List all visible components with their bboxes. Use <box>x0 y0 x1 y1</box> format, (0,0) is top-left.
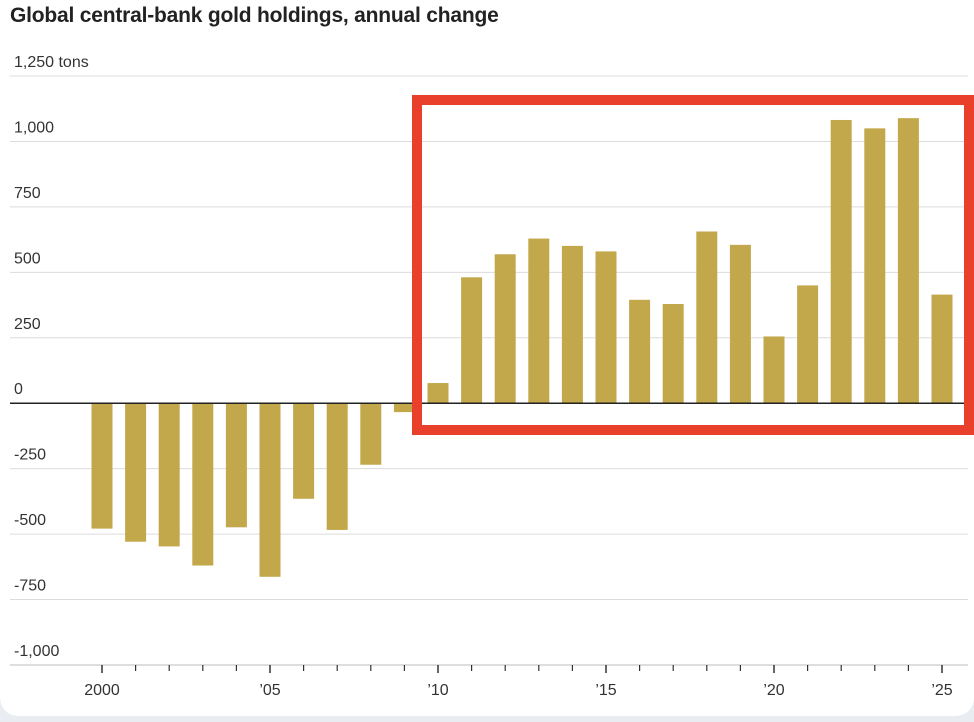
bars <box>91 118 953 577</box>
bar-2020 <box>763 336 785 404</box>
y-tick-label: -1,000 <box>14 643 59 660</box>
bar-2018 <box>696 231 718 404</box>
bar-2019 <box>729 244 751 404</box>
y-tick-label: -750 <box>14 578 46 595</box>
bar-2009 <box>393 403 415 413</box>
gridlines <box>10 75 968 666</box>
y-tick-label: 1,250 tons <box>14 54 89 71</box>
bar-2023 <box>864 128 886 404</box>
y-tick-label: 250 <box>14 316 41 333</box>
x-axis-labels: 2000 ’05 ’10 ’15 ’20 ’25 <box>84 682 953 699</box>
y-tick-label: -250 <box>14 447 46 464</box>
y-axis-labels: 1,250 tons 1,000 750 500 250 0 -250 -500 -750 -1,… <box>14 54 89 660</box>
y-tick-label: 0 <box>14 381 23 398</box>
highlight-box <box>412 95 974 435</box>
x-tick-label: ’05 <box>259 682 280 699</box>
y-tick-label: -500 <box>14 512 46 529</box>
y-tick-label: 500 <box>14 250 41 267</box>
bar-2022 <box>830 119 852 404</box>
overlay <box>412 95 974 435</box>
y-tick-label: 1,000 <box>14 119 54 136</box>
bar-2007 <box>326 403 348 530</box>
bar-2010 <box>427 383 449 404</box>
bar-2011 <box>461 277 483 404</box>
bar-2003 <box>192 403 214 566</box>
bar-2014 <box>561 245 583 404</box>
bar-2008 <box>360 403 382 465</box>
x-tick-label: ’10 <box>427 682 448 699</box>
axes <box>10 402 968 673</box>
bar-2002 <box>158 403 180 547</box>
bar-2025 <box>931 294 953 404</box>
chart-title: Global central-bank gold holdings, annua… <box>10 4 499 27</box>
bar-2012 <box>494 254 516 404</box>
x-tick-label: ’20 <box>763 682 784 699</box>
bar-2021 <box>797 285 819 404</box>
x-tick-label: ’25 <box>931 682 952 699</box>
bar-2001 <box>125 403 147 542</box>
bar-2024 <box>897 118 919 404</box>
y-tick-label: 750 <box>14 185 41 202</box>
bar-2006 <box>293 403 315 499</box>
x-tick-label: ’15 <box>595 682 616 699</box>
bar-2004 <box>225 403 247 528</box>
bar-2016 <box>629 299 651 404</box>
bar-2005 <box>259 403 281 577</box>
bar-2000 <box>91 403 113 529</box>
x-tick-label: 2000 <box>84 682 120 699</box>
bar-2015 <box>595 251 617 404</box>
bar-2017 <box>662 304 684 404</box>
bar-2013 <box>528 238 550 404</box>
